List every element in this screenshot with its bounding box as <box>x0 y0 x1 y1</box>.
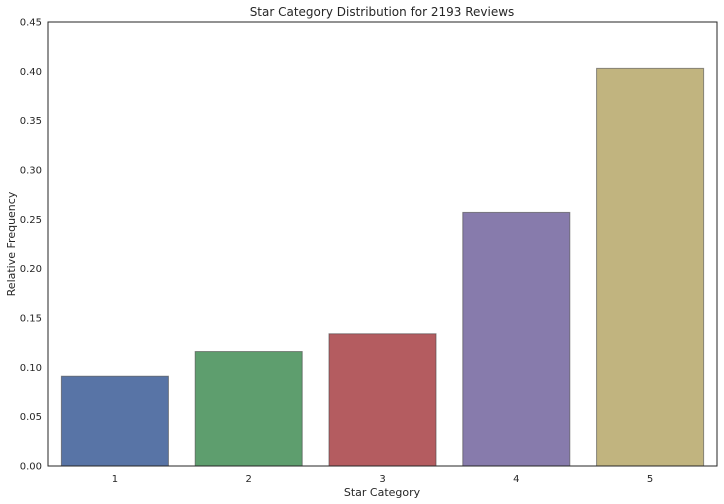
y-tick-label: 0.30 <box>20 166 42 177</box>
x-tick-labels: 1 2 3 4 5 <box>112 474 654 485</box>
y-tick-label: 0.25 <box>20 215 42 226</box>
x-axis-label: Star Category <box>344 486 421 499</box>
y-tick-label: 0.20 <box>20 264 42 275</box>
y-axis-label: Relative Frequency <box>5 191 18 296</box>
y-tick-label: 0.35 <box>20 116 42 127</box>
bar-3 <box>328 333 437 467</box>
y-tick-label: 0.45 <box>20 18 42 29</box>
bar-4 <box>462 211 571 467</box>
x-tick-label-4: 4 <box>513 474 519 485</box>
plot-frame <box>47 21 718 467</box>
y-tick-label: 0.10 <box>20 363 42 374</box>
bar-1 <box>60 375 169 467</box>
chart-title: Star Category Distribution for 2193 Revi… <box>250 5 515 19</box>
x-tick-label-1: 1 <box>112 474 118 485</box>
y-tick-label: 0.00 <box>20 462 42 473</box>
x-tick-label-2: 2 <box>246 474 252 485</box>
bar-5 <box>596 67 705 467</box>
y-tick-label: 0.40 <box>20 67 42 78</box>
x-tick-label-3: 3 <box>379 474 385 485</box>
x-tick-label-5: 5 <box>647 474 653 485</box>
y-tick-label: 0.15 <box>20 314 42 325</box>
y-tick-label: 0.05 <box>20 412 42 423</box>
bar-2 <box>194 351 303 467</box>
bars-group <box>60 67 705 467</box>
y-tick-labels: 0.00 0.05 0.10 0.15 0.20 0.25 0.30 0.35 0.40 0.45 <box>20 18 42 473</box>
